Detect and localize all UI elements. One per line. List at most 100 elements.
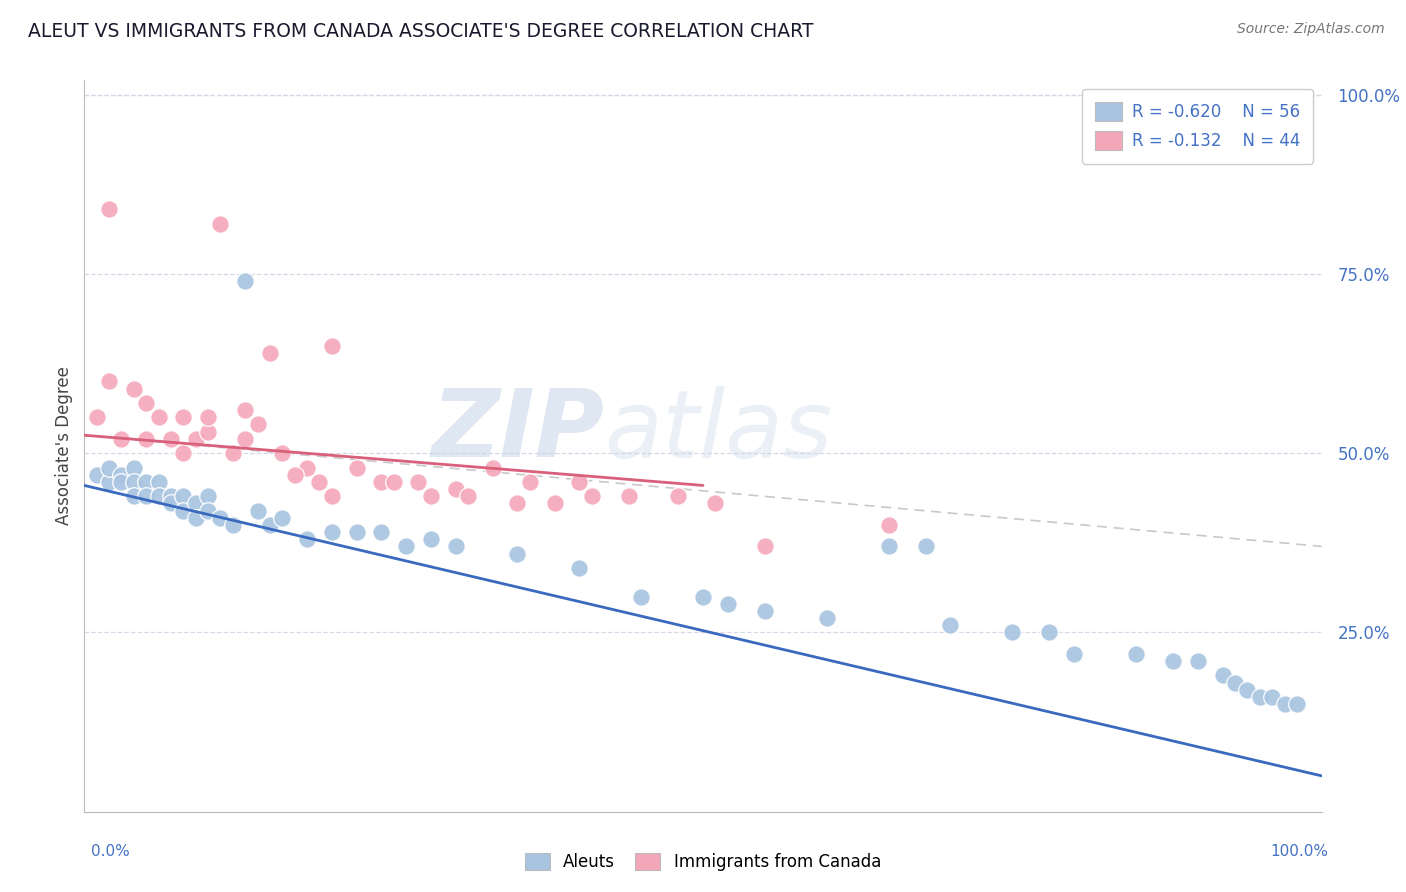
Point (815, 611, 838, 625)
Point (914, 540, 936, 554)
Point (172, 489, 194, 503)
Point (321, 524, 343, 539)
Point (259, 345, 281, 359)
Point (246, 503, 269, 517)
Point (419, 533, 441, 547)
Point (122, 489, 145, 503)
Point (568, 561, 591, 575)
Point (246, 417, 269, 432)
Point (370, 475, 392, 489)
Point (519, 475, 541, 489)
Point (457, 489, 479, 503)
Point (754, 604, 776, 618)
Point (172, 410, 194, 425)
Point (197, 489, 219, 503)
Point (1223, 675, 1246, 690)
Point (382, 475, 405, 489)
Text: atlas: atlas (605, 386, 832, 477)
Point (86, 410, 108, 425)
Point (233, 432, 256, 446)
Point (148, 489, 170, 503)
Point (321, 338, 343, 352)
Point (1236, 682, 1258, 697)
Point (110, 475, 132, 489)
Point (754, 540, 776, 554)
Point (1125, 647, 1147, 661)
Point (1038, 625, 1060, 640)
Point (259, 517, 281, 532)
Point (444, 540, 467, 554)
Point (717, 597, 740, 611)
Point (704, 496, 727, 510)
Point (110, 432, 132, 446)
Point (222, 517, 245, 532)
Point (346, 524, 368, 539)
Point (148, 475, 170, 489)
Point (184, 510, 207, 524)
Point (568, 475, 591, 489)
Point (506, 496, 529, 510)
Point (444, 482, 467, 496)
Point (284, 467, 307, 482)
Point (321, 489, 343, 503)
Point (86, 467, 108, 482)
Point (98, 475, 121, 489)
Point (295, 460, 318, 475)
Text: Source: ZipAtlas.com: Source: ZipAtlas.com (1237, 22, 1385, 37)
Y-axis label: Associate's Degree: Associate's Degree (55, 367, 73, 525)
Point (295, 533, 318, 547)
Point (209, 217, 232, 231)
Point (135, 432, 157, 446)
Point (939, 618, 962, 632)
Point (617, 489, 640, 503)
Point (1249, 690, 1271, 704)
Point (184, 432, 207, 446)
Text: ZIP: ZIP (432, 385, 605, 477)
Point (233, 403, 256, 417)
Point (346, 460, 368, 475)
Point (98, 460, 121, 475)
Point (197, 425, 219, 439)
Point (308, 475, 330, 489)
Point (122, 475, 145, 489)
Point (271, 446, 294, 460)
Point (1274, 697, 1296, 711)
Point (160, 489, 183, 503)
Point (408, 475, 430, 489)
Legend: Aleuts, Immigrants from Canada: Aleuts, Immigrants from Canada (516, 845, 890, 880)
Point (122, 382, 145, 396)
Point (98, 202, 121, 217)
Point (877, 540, 900, 554)
Point (666, 489, 689, 503)
Point (419, 489, 441, 503)
Text: ALEUT VS IMMIGRANTS FROM CANADA ASSOCIATE'S DEGREE CORRELATION CHART: ALEUT VS IMMIGRANTS FROM CANADA ASSOCIAT… (28, 22, 814, 41)
Text: 0.0%: 0.0% (91, 845, 131, 859)
Point (543, 496, 565, 510)
Point (197, 410, 219, 425)
Point (1285, 697, 1308, 711)
Legend: R = -0.620    N = 56, R = -0.132    N = 44: R = -0.620 N = 56, R = -0.132 N = 44 (1081, 88, 1313, 164)
Point (395, 540, 418, 554)
Point (1161, 654, 1184, 668)
Point (1001, 625, 1024, 640)
Point (184, 496, 207, 510)
Point (135, 396, 157, 410)
Point (1187, 654, 1209, 668)
Point (1212, 668, 1234, 682)
Point (160, 432, 183, 446)
Point (271, 510, 294, 524)
Point (209, 510, 232, 524)
Point (135, 475, 157, 489)
Point (630, 590, 652, 604)
Point (481, 460, 503, 475)
Point (135, 489, 157, 503)
Point (172, 446, 194, 460)
Point (877, 517, 900, 532)
Point (506, 547, 529, 561)
Point (581, 489, 603, 503)
Point (98, 375, 121, 389)
Point (233, 274, 256, 288)
Text: 100.0%: 100.0% (1271, 845, 1329, 859)
Point (110, 467, 132, 482)
Point (148, 410, 170, 425)
